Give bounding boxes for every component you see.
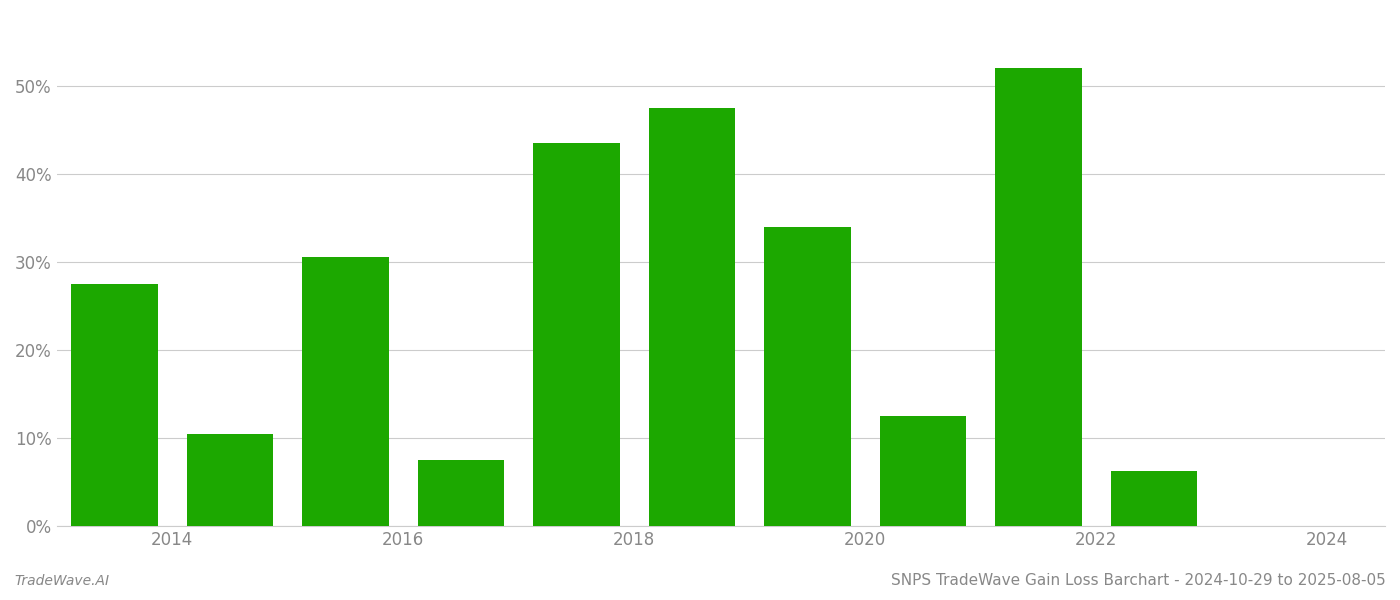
- Bar: [302, 257, 389, 526]
- Bar: [71, 284, 158, 526]
- Bar: [1110, 472, 1197, 526]
- Bar: [648, 107, 735, 526]
- Bar: [186, 434, 273, 526]
- Bar: [764, 227, 851, 526]
- Bar: [533, 143, 620, 526]
- Bar: [995, 68, 1082, 526]
- Bar: [879, 416, 966, 526]
- Text: SNPS TradeWave Gain Loss Barchart - 2024-10-29 to 2025-08-05: SNPS TradeWave Gain Loss Barchart - 2024…: [892, 573, 1386, 588]
- Text: TradeWave.AI: TradeWave.AI: [14, 574, 109, 588]
- Bar: [417, 460, 504, 526]
